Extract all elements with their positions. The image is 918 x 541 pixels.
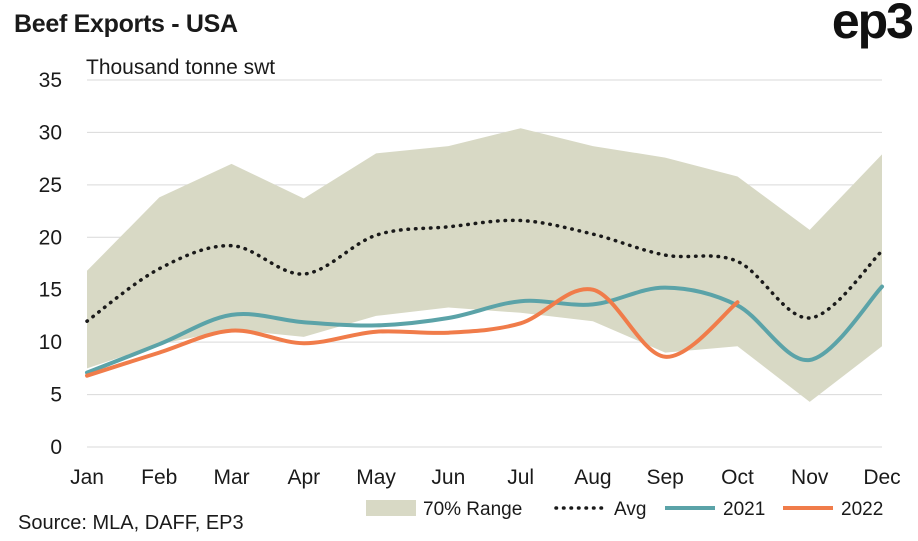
x-tick-label: May [356, 466, 396, 489]
y-tick-label: 35 [39, 69, 62, 92]
x-tick-label: Dec [863, 466, 900, 489]
y-tick-label: 30 [39, 121, 62, 144]
x-tick-label: Jan [70, 466, 104, 489]
source-note: Source: MLA, DAFF, EP3 [18, 512, 244, 534]
series-line-2022 [85, 287, 740, 378]
x-axis-ticks: Jan Feb Mar Apr May Jun Jul Aug Sep Oct Nov Dec [70, 466, 901, 489]
x-tick-label: Apr [287, 466, 320, 489]
y-tick-label: 15 [39, 279, 62, 302]
x-tick-label: Oct [721, 466, 754, 489]
legend-label-2022: 2022 [841, 499, 883, 520]
y-axis-unit-label: Thousand tonne swt [86, 56, 275, 79]
legend-label-2021: 2021 [723, 499, 765, 520]
legend: 70% Range Avg 2021 2022 [366, 499, 883, 520]
y-axis-ticks: 0 5 10 15 20 25 30 35 [39, 69, 62, 459]
ep3-logo: ep3 [831, 0, 914, 49]
x-tick-label: Jun [431, 466, 465, 489]
legend-label-avg: Avg [614, 499, 646, 520]
chart-title: Beef Exports - USA [14, 10, 238, 38]
x-tick-label: Feb [141, 466, 177, 489]
x-tick-label: Jul [507, 466, 534, 489]
series-line-2021 [85, 284, 884, 375]
y-tick-label: 0 [50, 436, 62, 459]
y-tick-label: 25 [39, 174, 62, 197]
x-tick-label: Nov [791, 466, 829, 489]
series-line-avg [85, 218, 884, 323]
y-tick-label: 10 [39, 331, 62, 354]
legend-swatch-range [366, 500, 416, 516]
range-area [87, 128, 882, 402]
x-tick-label: Aug [574, 466, 611, 489]
x-tick-label: Mar [213, 466, 249, 489]
x-tick-label: Sep [646, 466, 683, 489]
legend-label-range: 70% Range [423, 499, 522, 520]
y-tick-label: 20 [39, 226, 62, 249]
y-tick-label: 5 [50, 384, 62, 407]
